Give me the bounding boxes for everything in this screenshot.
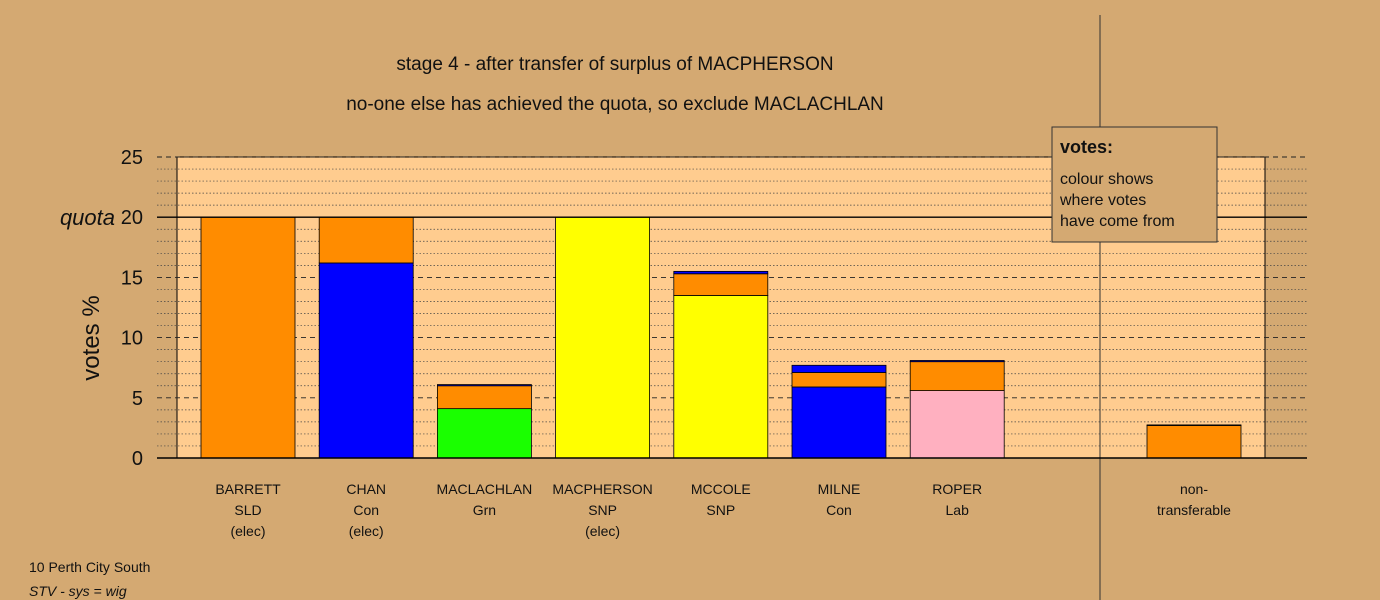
bar-maclachlan-segment: [436, 385, 532, 410]
bar-maclachlan-segment: [436, 408, 532, 459]
bar-barrett-segment: [200, 216, 296, 459]
bar-milne-segment: [791, 364, 887, 373]
candidate-label: Lab: [946, 502, 970, 518]
candidate-label: MCCOLE: [691, 481, 751, 497]
candidate-label: MACLACHLAN: [437, 481, 533, 497]
y-axis-label: votes %: [78, 295, 105, 380]
bar-mccole-segment: [673, 273, 769, 296]
bar-chan-segment: [318, 262, 414, 459]
bar-nontransferable-segment: [1146, 424, 1242, 426]
bar-mccole-segment: [673, 295, 769, 459]
chart-title: stage 4 - after transfer of surplus of M…: [396, 54, 834, 75]
y-tick-label: 20: [121, 207, 143, 229]
bar-maclachlan-segment: [436, 384, 532, 387]
nontransferable-label: non-: [1180, 481, 1208, 497]
bar-milne-segment: [791, 372, 887, 388]
bar-macpherson-segment: [555, 216, 650, 459]
bar-mccole-segment: [673, 270, 769, 275]
y-tick-label: 5: [132, 388, 143, 410]
system-label: STV - sys = wig: [29, 583, 127, 599]
nontransferable-label: transferable: [1157, 502, 1231, 518]
candidate-label: SNP: [588, 502, 617, 518]
bar-roper-segment: [909, 361, 1005, 391]
bar-milne-segment: [791, 386, 887, 459]
legend-title: votes:: [1060, 137, 1113, 157]
y-tick-label: 15: [121, 267, 143, 289]
candidate-label: (elec): [230, 523, 265, 539]
quota-label: quota: [60, 205, 115, 230]
bar-roper-segment: [909, 360, 1005, 363]
candidate-label: Grn: [473, 502, 496, 518]
legend-text: have come from: [1060, 213, 1175, 230]
bar-chan-segment: [318, 216, 414, 264]
candidate-label: (elec): [585, 523, 620, 539]
candidate-label: MACPHERSON: [552, 481, 652, 497]
legend-text: colour shows: [1060, 171, 1153, 188]
candidate-label: ROPER: [932, 481, 982, 497]
legend-text: where votes: [1059, 192, 1146, 209]
candidate-label: SNP: [706, 502, 735, 518]
bar-nontransferable-segment: [1146, 425, 1242, 459]
candidate-label: BARRETT: [215, 481, 281, 497]
legend-box: [1051, 126, 1218, 243]
y-tick-label: 25: [121, 147, 143, 169]
candidate-label: (elec): [349, 523, 384, 539]
candidate-label: Con: [353, 502, 379, 518]
chart-subtitle: no-one else has achieved the quota, so e…: [346, 94, 884, 115]
bar-roper-segment: [909, 390, 1005, 459]
constituency-label: 10 Perth City South: [29, 559, 151, 575]
y-tick-label: 0: [132, 448, 143, 470]
candidate-label: MILNE: [818, 481, 861, 497]
candidate-label: CHAN: [346, 481, 386, 497]
candidate-label: Con: [826, 502, 852, 518]
y-tick-label: 10: [121, 328, 143, 350]
candidate-label: SLD: [234, 502, 261, 518]
